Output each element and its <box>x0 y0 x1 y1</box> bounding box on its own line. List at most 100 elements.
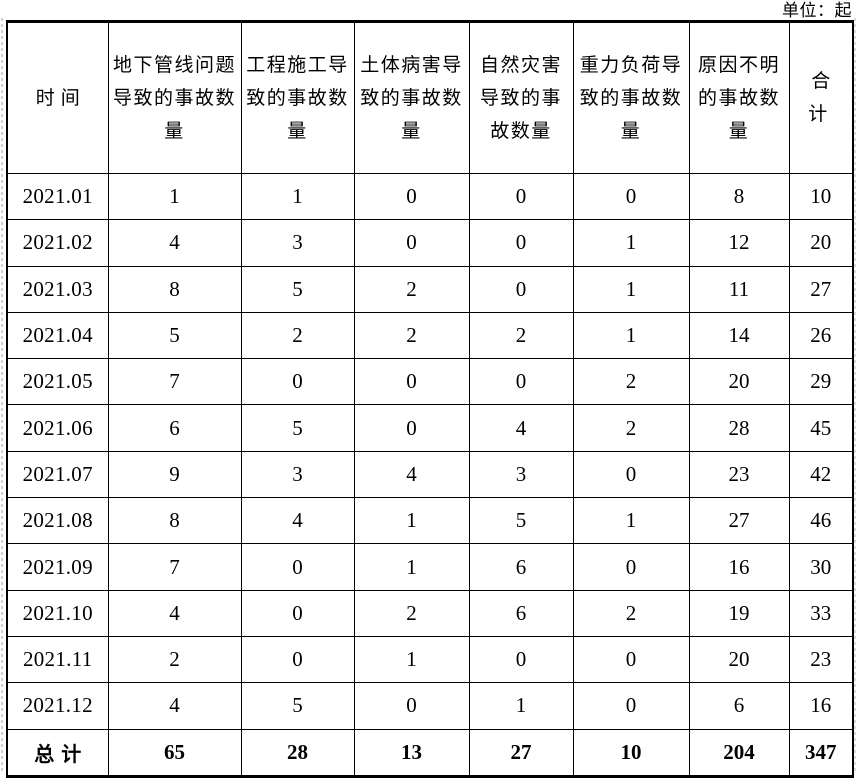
column-header-unknown: 原因不明的事故数量 <box>688 21 790 174</box>
cell-total: 10 <box>788 172 853 221</box>
cell-unknown: 20 <box>688 358 790 406</box>
table-body: 2021.01 1 1 0 0 0 8 10 2021.02 4 3 0 0 1 12 20 2021.03 8 5… <box>7 172 853 777</box>
column-header-label-time: 时间 <box>35 87 86 109</box>
column-header-label-unknown: 原因不明的事故数量 <box>697 54 780 142</box>
cell-pipeline: 6 <box>107 404 242 452</box>
cell-time: 2021.02 <box>7 219 109 267</box>
cell-disaster: 1 <box>468 682 574 730</box>
table-row: 2021.11 2 0 1 0 0 20 23 <box>7 635 853 684</box>
cell-gravity: 2 <box>572 358 690 406</box>
cell-time: 2021.11 <box>7 635 109 684</box>
cell-total: 20 <box>788 219 853 267</box>
cell-gravity: 0 <box>572 450 690 499</box>
column-header-disaster: 自然灾害导致的事故数量 <box>468 21 574 174</box>
cell-construction: 1 <box>240 172 355 221</box>
cell-disaster: 0 <box>468 219 574 267</box>
cell-time: 2021.01 <box>7 172 109 221</box>
table-row: 2021.10 4 0 2 6 2 19 33 <box>7 589 853 637</box>
column-header-label-gravity: 重力负荷导致的事故数量 <box>579 54 683 142</box>
cell-disaster: 0 <box>468 635 574 684</box>
total-cell-disaster: 27 <box>468 728 574 777</box>
cell-total: 42 <box>788 450 853 499</box>
table-header-row: 时间 地下管线问题导致的事故数量 工程施工导致的事故数量 土体病害导致的事故数量 自然灾… <box>7 21 853 174</box>
cell-time: 2021.05 <box>7 358 109 406</box>
cell-time: 2021.08 <box>7 497 109 545</box>
cell-pipeline: 8 <box>107 497 242 545</box>
cell-total: 33 <box>788 589 853 637</box>
cell-gravity: 1 <box>572 311 690 360</box>
column-header-label-construction: 工程施工导致的事故数量 <box>246 54 349 142</box>
unit-caption-row: 单位：起 <box>6 0 852 20</box>
cell-soil: 4 <box>353 450 470 499</box>
cell-gravity: 2 <box>572 404 690 452</box>
cell-pipeline: 4 <box>107 219 242 267</box>
cell-unknown: 28 <box>688 404 790 452</box>
total-cell-construction: 28 <box>240 728 355 777</box>
column-header-gravity: 重力负荷导致的事故数量 <box>572 21 690 174</box>
cell-unknown: 19 <box>688 589 790 637</box>
cell-total: 23 <box>788 635 853 684</box>
cell-construction: 0 <box>240 589 355 637</box>
column-header-construction: 工程施工导致的事故数量 <box>240 21 355 174</box>
column-header-total: 合计 <box>788 21 853 174</box>
cell-soil: 2 <box>353 311 470 360</box>
table-row: 2021.08 8 4 1 5 1 27 46 <box>7 497 853 545</box>
cell-time: 2021.06 <box>7 404 109 452</box>
cell-gravity: 0 <box>572 543 690 591</box>
cell-gravity: 1 <box>572 265 690 313</box>
table-row: 2021.06 6 5 0 4 2 28 45 <box>7 404 853 452</box>
cell-pipeline: 9 <box>107 450 242 499</box>
cell-disaster: 6 <box>468 543 574 591</box>
column-header-label-pipeline: 地下管线问题导致的事故数量 <box>112 54 236 142</box>
cell-total: 30 <box>788 543 853 591</box>
cell-soil: 2 <box>353 265 470 313</box>
total-cell-unknown: 204 <box>688 728 790 777</box>
cell-disaster: 0 <box>468 358 574 406</box>
column-header-label-soil: 土体病害导致的事故数量 <box>360 54 463 142</box>
cell-construction: 5 <box>240 682 355 730</box>
column-header-pipeline: 地下管线问题导致的事故数量 <box>107 21 242 174</box>
cell-pipeline: 2 <box>107 635 242 684</box>
cell-soil: 0 <box>353 404 470 452</box>
cell-time: 2021.03 <box>7 265 109 313</box>
cell-disaster: 0 <box>468 265 574 313</box>
cell-soil: 1 <box>353 497 470 545</box>
cell-construction: 0 <box>240 635 355 684</box>
cell-total: 16 <box>788 682 853 730</box>
table-row: 2021.01 1 1 0 0 0 8 10 <box>7 172 853 221</box>
cell-construction: 2 <box>240 311 355 360</box>
cell-time: 2021.04 <box>7 311 109 360</box>
cell-pipeline: 1 <box>107 172 242 221</box>
unit-label: 单位：起 <box>782 0 852 20</box>
cell-pipeline: 5 <box>107 311 242 360</box>
cell-construction: 0 <box>240 543 355 591</box>
column-header-label-total: 合计 <box>808 71 837 125</box>
cell-total: 27 <box>788 265 853 313</box>
table-row: 2021.09 7 0 1 6 0 16 30 <box>7 543 853 591</box>
scan-edge-artifact-left <box>1 18 3 774</box>
cell-soil: 1 <box>353 635 470 684</box>
total-cell-gravity: 10 <box>572 728 690 777</box>
total-cell-pipeline: 65 <box>107 728 242 777</box>
cell-disaster: 6 <box>468 589 574 637</box>
cell-pipeline: 7 <box>107 358 242 406</box>
cell-gravity: 0 <box>572 635 690 684</box>
cell-unknown: 8 <box>688 172 790 221</box>
table-total-row: 总计 65 28 13 27 10 204 347 <box>7 728 853 777</box>
column-header-label-disaster: 自然灾害导致的事故数量 <box>479 54 562 142</box>
cell-time: 2021.12 <box>7 682 109 730</box>
cell-gravity: 0 <box>572 682 690 730</box>
cell-total: 46 <box>788 497 853 545</box>
cell-unknown: 14 <box>688 311 790 360</box>
cell-unknown: 16 <box>688 543 790 591</box>
table-row: 2021.07 9 3 4 3 0 23 42 <box>7 450 853 499</box>
cell-pipeline: 4 <box>107 589 242 637</box>
accident-statistics-table: 时间 地下管线问题导致的事故数量 工程施工导致的事故数量 土体病害导致的事故数量 自然灾… <box>6 20 854 778</box>
cell-construction: 3 <box>240 450 355 499</box>
cell-disaster: 5 <box>468 497 574 545</box>
scan-edge-artifact-right <box>854 18 856 774</box>
cell-construction: 4 <box>240 497 355 545</box>
cell-pipeline: 8 <box>107 265 242 313</box>
cell-unknown: 23 <box>688 450 790 499</box>
